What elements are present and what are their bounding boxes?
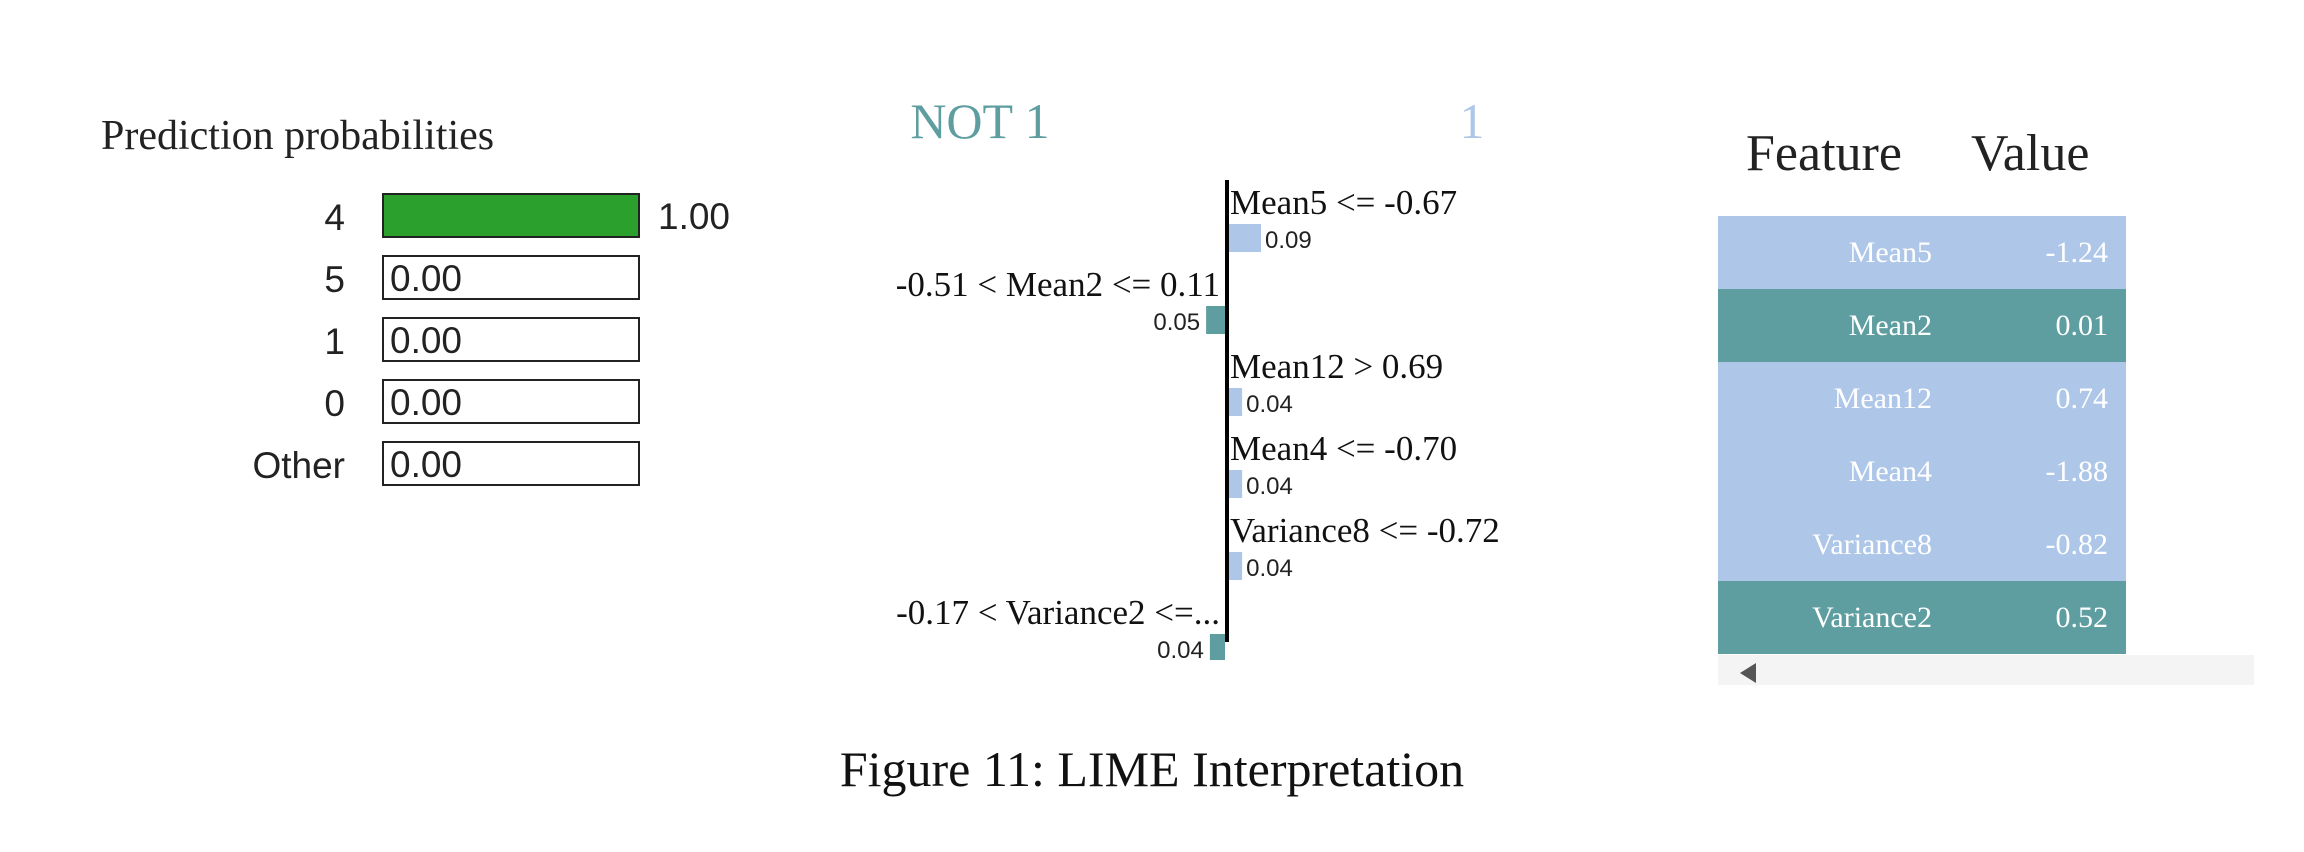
table-row: Mean5 -1.24: [1718, 216, 2126, 289]
probability-bar: [382, 255, 640, 300]
feature-value-cell: -0.82: [2045, 528, 2109, 561]
prediction-probabilities-title: Prediction probabilities: [101, 113, 495, 159]
probability-value: 0.00: [390, 320, 463, 361]
class-label: 0: [324, 383, 345, 424]
feature-name-cell: Mean5: [1848, 236, 1932, 269]
table-row: Variance2 0.52: [1718, 581, 2126, 654]
probability-bar: [382, 441, 640, 486]
feature-name-cell: Mean12: [1833, 382, 1932, 415]
explanation-bar-chart: NOT 1 1 Mean5 <= -0.67 0.09 -0.51 < Mean2 …: [896, 93, 1500, 660]
feature-condition-label: -0.51 < Mean2 <= 0.11: [896, 265, 1220, 304]
probability-value: 1.00: [658, 196, 731, 237]
feature-condition-label: Mean5 <= -0.67: [1230, 183, 1457, 222]
not-1-title: NOT 1: [910, 93, 1049, 149]
prediction-row: 4 1.00: [200, 193, 760, 243]
class-label: Other: [252, 445, 345, 486]
probability-value: 0.00: [390, 444, 463, 485]
feature-condition-label: Variance8 <= -0.72: [1230, 511, 1500, 550]
weight-value: 0.09: [1265, 227, 1312, 254]
feature-condition-label: -0.17 < Variance2 <=...: [896, 593, 1220, 632]
table-row: Mean4 -1.88: [1718, 435, 2126, 508]
feature-column-header: Feature: [1746, 125, 1902, 182]
weight-bar: [1227, 552, 1243, 580]
feature-value-cell: -1.24: [2045, 236, 2109, 269]
value-column-header: Value: [1971, 125, 2090, 182]
weight-value: 0.04: [1246, 391, 1293, 418]
feature-value-cell: -1.88: [2045, 455, 2109, 488]
figure-caption: Figure 11: LIME Interpretation: [839, 741, 1465, 797]
feature-value-table: Mean5 -1.24 Mean2 0.01 Mean12 0.74 Mean4 -1.88 V…: [1718, 216, 2126, 654]
weight-value: 0.04: [1246, 555, 1293, 582]
class-label: 4: [324, 197, 345, 238]
probability-bar: [382, 317, 640, 362]
feature-condition-label: Mean12 > 0.69: [1230, 347, 1443, 386]
feature-value-cell: 0.52: [2055, 601, 2109, 634]
probability-bar: [382, 379, 640, 424]
class-label: 5: [324, 259, 345, 300]
feature-name-cell: Mean4: [1848, 455, 1932, 488]
weight-bar: [1227, 224, 1262, 252]
class-label: 1: [324, 321, 345, 362]
table-row: Variance8 -0.82: [1718, 508, 2126, 581]
probability-value: 0.00: [390, 258, 463, 299]
weight-bar: [1209, 634, 1225, 660]
prediction-row: 0 0.00: [200, 379, 760, 429]
prediction-row: 5 0.00: [200, 255, 760, 305]
feature-name-cell: Variance8: [1812, 528, 1932, 561]
table-row: Mean12 0.74: [1718, 362, 2126, 435]
weight-bar: [1227, 470, 1243, 498]
weight-bar: [1206, 306, 1225, 334]
prediction-row: Other 0.00: [200, 441, 760, 491]
feature-value-cell: 0.01: [2055, 309, 2109, 342]
probability-bar-fill: [384, 195, 638, 236]
scroll-left-arrow-icon[interactable]: [1740, 663, 1756, 683]
weight-value: 0.05: [1153, 309, 1200, 336]
weight-value: 0.04: [1157, 637, 1204, 660]
probability-bar: [382, 193, 640, 238]
weight-value: 0.04: [1246, 473, 1293, 500]
table-row: Mean2 0.01: [1718, 289, 2126, 362]
class-1-title: 1: [1460, 93, 1485, 149]
feature-value-cell: 0.74: [2055, 382, 2109, 415]
prediction-row: 1 0.00: [200, 317, 760, 367]
feature-name-cell: Mean2: [1848, 309, 1932, 342]
probability-value: 0.00: [390, 382, 463, 423]
feature-name-cell: Variance2: [1812, 601, 1932, 634]
weight-bar: [1227, 388, 1243, 416]
table-horizontal-scrollbar[interactable]: [1718, 655, 2254, 685]
feature-condition-label: Mean4 <= -0.70: [1230, 429, 1457, 468]
